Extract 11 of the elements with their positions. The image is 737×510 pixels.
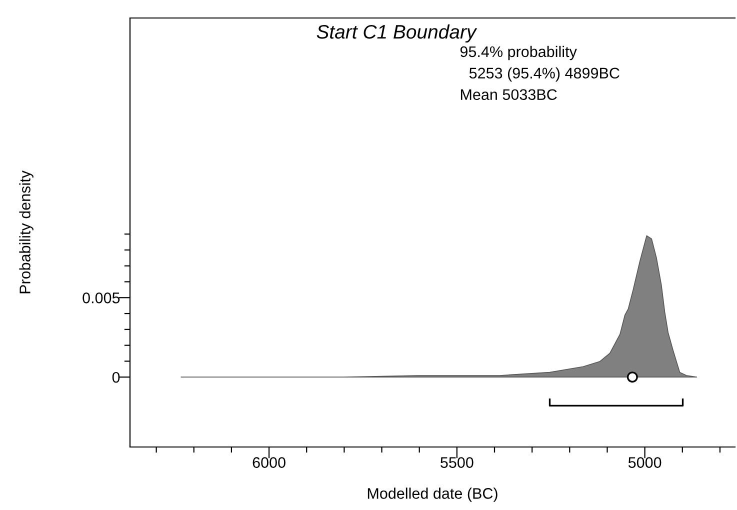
x-axis-title: Modelled date (BC)	[368, 488, 498, 502]
x-tick-label: 5500	[440, 457, 474, 468]
x-tick-label: 6000	[252, 457, 286, 468]
x-tick-label: 5000	[628, 457, 662, 468]
y-tick-label: 0	[112, 372, 120, 383]
annotation: Mean 5033BC	[460, 89, 557, 100]
chart-title: Start C1 Boundary	[316, 24, 478, 43]
annotation: 95.4% probability	[460, 46, 577, 60]
y-tick-label: 0.005	[82, 292, 120, 304]
y-axis-title: Probability density	[19, 170, 34, 294]
annotation: 5253 (95.4%) 4899BC	[469, 67, 620, 82]
